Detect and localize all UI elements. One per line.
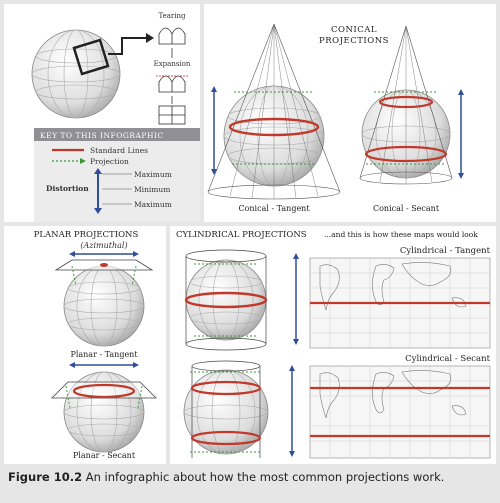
- projection-arrow-icon: [80, 158, 86, 164]
- cylindrical-tangent-map: [309, 257, 491, 349]
- conical-heading-line2: PROJECTIONS: [319, 36, 389, 46]
- conical-heading-line1: CONICAL: [331, 25, 377, 35]
- planar-graphic: PLANAR PROJECTIONS (Azimuthal) Planar - …: [34, 230, 157, 460]
- tearing-icon: [158, 27, 186, 45]
- cylindrical-graphic: CYLINDRICAL PROJECTIONS ...and this is h…: [176, 230, 491, 459]
- expansion-icon: [156, 75, 188, 93]
- cylindrical-secant-label: Cylindrical - Secant: [405, 354, 490, 364]
- standard-line: [190, 430, 262, 446]
- standard-line: [190, 380, 262, 396]
- standard-line: [72, 383, 136, 399]
- key-graphic: KEY TO THIS INFOGRAPHIC Standard Lines P…: [34, 128, 200, 214]
- conical-tangent-label: Conical - Tangent: [238, 204, 310, 213]
- key-header-bar: [34, 128, 200, 141]
- globe-icon: [31, 29, 121, 119]
- standard-lines-label: Standard Lines: [90, 146, 148, 155]
- expansion-label: Expansion: [154, 60, 191, 68]
- standard-point: [100, 263, 108, 267]
- standard-line: [184, 291, 268, 309]
- key-panel: KEY TO THIS INFOGRAPHIC Standard Lines P…: [34, 128, 200, 222]
- standard-line: [228, 117, 320, 137]
- flat-map-icon: [158, 105, 186, 125]
- standard-line: [378, 95, 434, 109]
- process-graphic: Tearing Expansion: [31, 12, 191, 125]
- conical-panel: CONICAL PROJECTIONS: [204, 4, 496, 222]
- planar-secant-label: Planar - Secant: [73, 451, 136, 460]
- projection-line: [131, 265, 137, 287]
- figure-caption: Figure 10.2 An infographic about how the…: [8, 470, 498, 484]
- cylindrical-secant-diagram: [183, 360, 295, 458]
- cylindrical-heading: CYLINDRICAL PROJECTIONS: [176, 230, 307, 240]
- minimum-label: Minimum: [134, 185, 170, 194]
- planar-tangent-diagram: [54, 251, 154, 347]
- tearing-label: Tearing: [158, 12, 186, 20]
- conical-secant-label: Conical - Secant: [373, 204, 440, 213]
- arrow-head-icon: [146, 33, 154, 43]
- planar-heading: PLANAR PROJECTIONS: [34, 230, 139, 240]
- projection-line: [71, 265, 77, 287]
- maximum-top-label: Maximum: [134, 170, 172, 179]
- conical-graphic: CONICAL PROJECTIONS: [207, 23, 464, 213]
- key-title: KEY TO THIS INFOGRAPHIC: [40, 131, 164, 140]
- maximum-bottom-label: Maximum: [134, 200, 172, 209]
- standard-line: [364, 145, 448, 163]
- arrow-icon: [108, 37, 146, 55]
- cylindrical-tangent-label: Cylindrical - Tangent: [400, 246, 491, 256]
- maps-heading: ...and this is how these maps would look: [324, 230, 478, 239]
- planar-panel: PLANAR PROJECTIONS (Azimuthal) Planar - …: [4, 226, 166, 464]
- planar-subheading: (Azimuthal): [80, 241, 127, 250]
- cylindrical-panel: CYLINDRICAL PROJECTIONS ...and this is h…: [170, 226, 496, 464]
- planar-tangent-label: Planar - Tangent: [70, 350, 138, 359]
- distortion-arrow-icon: [94, 168, 102, 214]
- conical-tangent-diagram: [207, 23, 341, 200]
- cylindrical-secant-map: [309, 365, 491, 459]
- planar-secant-diagram: [51, 362, 157, 453]
- distortion-label: Distortion: [46, 184, 89, 193]
- conical-secant-diagram: [359, 25, 464, 185]
- cylindrical-tangent-diagram: [184, 249, 299, 351]
- caption-text: An infographic about how the most common…: [85, 470, 445, 484]
- figure-number: Figure 10.2: [8, 470, 83, 484]
- projection-label: Projection: [90, 157, 129, 166]
